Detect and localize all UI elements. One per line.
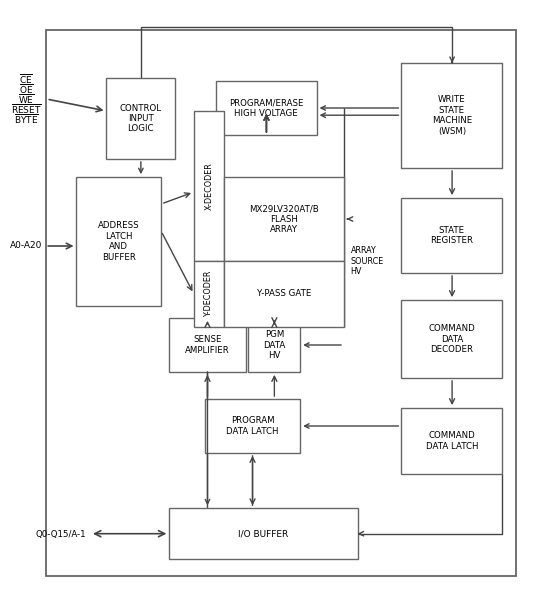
Text: $\overline{\mathsf{BYTE}}$: $\overline{\mathsf{BYTE}}$ — [14, 112, 39, 126]
FancyBboxPatch shape — [169, 318, 246, 372]
FancyBboxPatch shape — [216, 81, 317, 135]
FancyBboxPatch shape — [401, 198, 502, 273]
Text: X-DECODER: X-DECODER — [204, 162, 213, 210]
Text: STATE
REGISTER: STATE REGISTER — [430, 226, 473, 245]
FancyBboxPatch shape — [76, 177, 161, 306]
Text: Q0-Q15/A-1: Q0-Q15/A-1 — [35, 529, 86, 539]
Text: I/O BUFFER: I/O BUFFER — [238, 529, 289, 538]
Text: Y-DECODER: Y-DECODER — [204, 271, 213, 317]
Text: PGM
DATA
HV: PGM DATA HV — [263, 330, 286, 360]
FancyBboxPatch shape — [194, 261, 224, 327]
FancyBboxPatch shape — [205, 399, 300, 453]
Text: PROGRAM
DATA LATCH: PROGRAM DATA LATCH — [226, 416, 279, 436]
FancyBboxPatch shape — [224, 177, 344, 261]
Text: SENSE
AMPLIFIER: SENSE AMPLIFIER — [185, 335, 230, 355]
Text: ARRAY
SOURCE
HV: ARRAY SOURCE HV — [351, 246, 384, 276]
Text: $\overline{\mathsf{OE}}$: $\overline{\mathsf{OE}}$ — [19, 82, 34, 97]
FancyBboxPatch shape — [106, 78, 175, 159]
FancyBboxPatch shape — [401, 300, 502, 378]
Text: COMMAND
DATA
DECODER: COMMAND DATA DECODER — [429, 324, 475, 354]
Text: MX29LV320AT/B
FLASH
ARRAY: MX29LV320AT/B FLASH ARRAY — [249, 204, 319, 234]
FancyBboxPatch shape — [248, 318, 300, 372]
Text: CONTROL
INPUT
LOGIC: CONTROL INPUT LOGIC — [120, 104, 162, 133]
Text: WRITE
STATE
MACHINE
(WSM): WRITE STATE MACHINE (WSM) — [432, 95, 472, 136]
Text: COMMAND
DATA LATCH: COMMAND DATA LATCH — [425, 431, 478, 451]
FancyBboxPatch shape — [401, 408, 502, 474]
FancyBboxPatch shape — [224, 261, 344, 327]
Text: $\overline{\mathsf{CE}}$: $\overline{\mathsf{CE}}$ — [19, 72, 33, 86]
Text: ADDRESS
LATCH
AND
BUFFER: ADDRESS LATCH AND BUFFER — [98, 221, 140, 262]
Text: Y-PASS GATE: Y-PASS GATE — [257, 289, 311, 298]
FancyBboxPatch shape — [194, 111, 224, 261]
Text: $\overline{\mathsf{RESET}}$: $\overline{\mathsf{RESET}}$ — [11, 102, 41, 116]
Text: PROGRAM/ERASE
HIGH VOLTAGE: PROGRAM/ERASE HIGH VOLTAGE — [229, 98, 304, 118]
Text: $\overline{\mathsf{WE}}$: $\overline{\mathsf{WE}}$ — [18, 92, 34, 106]
Text: A0-A20: A0-A20 — [10, 241, 43, 251]
FancyBboxPatch shape — [401, 63, 502, 168]
FancyBboxPatch shape — [169, 508, 358, 559]
